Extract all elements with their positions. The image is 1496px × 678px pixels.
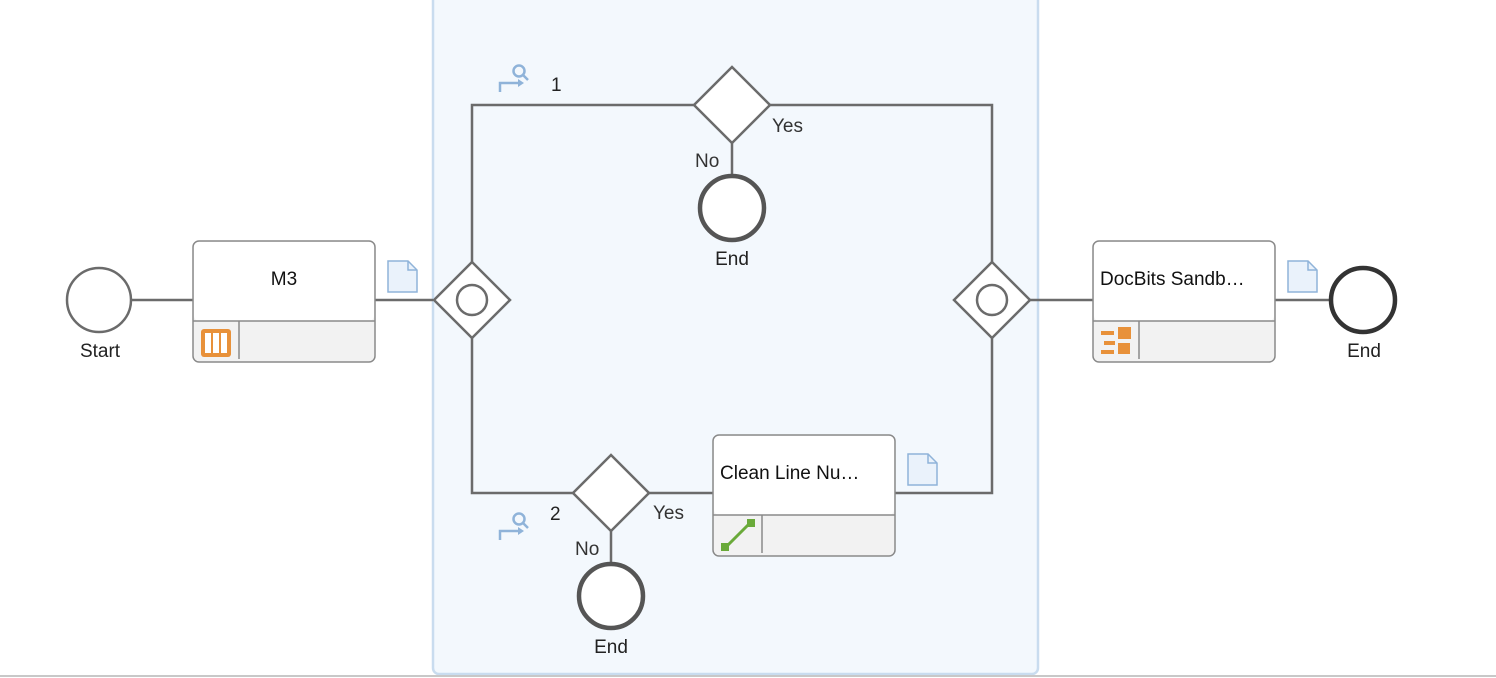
branch-condition-icon[interactable] — [498, 512, 529, 541]
end-event[interactable] — [1328, 265, 1398, 335]
hierarchy-icon — [1101, 327, 1131, 354]
edge-clean-to-join[interactable] — [895, 338, 994, 495]
edge-branch-1-in[interactable] — [470, 103, 694, 262]
branch-2-label: 2 — [550, 504, 561, 525]
document-icon[interactable] — [387, 260, 418, 293]
task-docbits-title: DocBits Sandb… — [1100, 269, 1245, 290]
canvas-bottom-border — [0, 675, 1496, 677]
document-icon[interactable] — [907, 453, 938, 486]
branch-2-end-event[interactable] — [576, 561, 646, 631]
start-event-label: Start — [80, 341, 121, 362]
transform-icon — [721, 519, 755, 551]
branch-2-no-label: No — [575, 539, 599, 560]
branch-2-decision-gateway[interactable] — [571, 453, 651, 533]
parallel-split-gateway[interactable] — [432, 260, 512, 340]
branch-1-end-event[interactable] — [697, 173, 767, 243]
branch-1-yes-label: Yes — [772, 116, 803, 137]
task-m3[interactable] — [192, 240, 376, 363]
end-event-label: End — [1347, 341, 1381, 362]
edge-branch-2-in[interactable] — [470, 338, 573, 495]
document-icon[interactable] — [1287, 260, 1318, 293]
branch-2-end-label: End — [594, 637, 628, 658]
task-clean-line-title: Clean Line Nu… — [720, 463, 859, 484]
columns-icon — [201, 329, 231, 357]
branch-condition-icon[interactable] — [498, 64, 529, 93]
parallel-join-gateway[interactable] — [952, 260, 1032, 340]
task-clean-line[interactable] — [712, 434, 896, 557]
task-m3-title: M3 — [271, 269, 297, 290]
branch-1-end-label: End — [715, 249, 749, 270]
branch-1-label: 1 — [551, 75, 562, 96]
branch-1-decision-gateway[interactable] — [692, 65, 772, 145]
task-docbits[interactable] — [1092, 240, 1276, 363]
branch-1-no-label: No — [695, 151, 719, 172]
start-event[interactable] — [65, 266, 133, 334]
branch-2-yes-label: Yes — [653, 503, 684, 524]
edge-branch-1-yes[interactable] — [770, 103, 994, 262]
